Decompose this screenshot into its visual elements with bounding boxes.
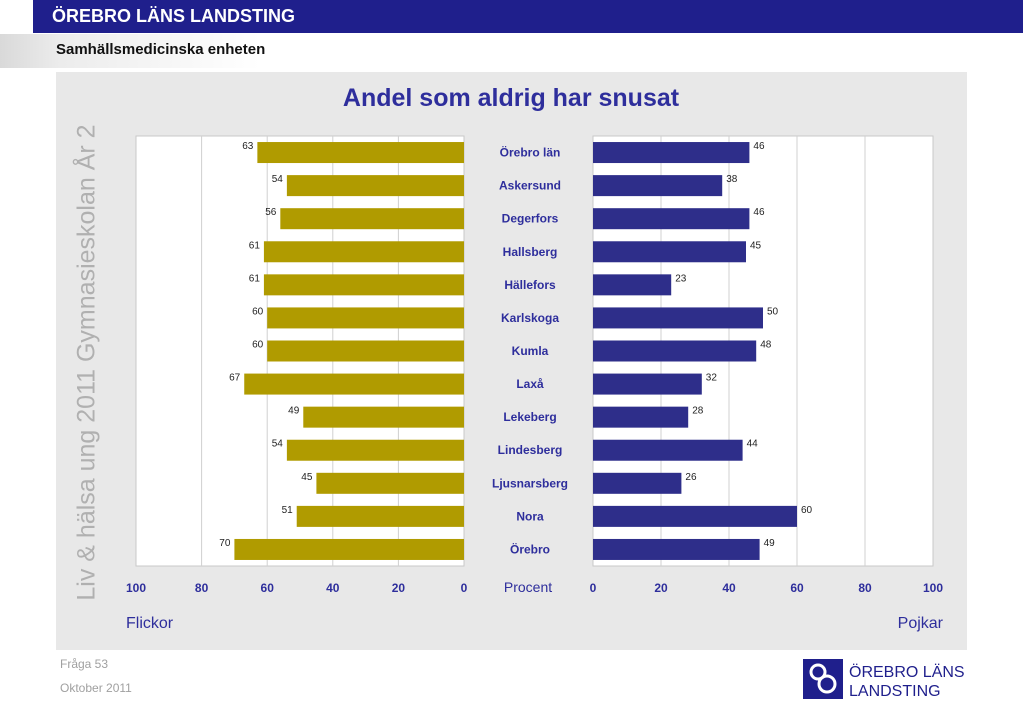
girls-bar: [267, 340, 464, 362]
girls-bar: [267, 307, 464, 329]
boys-bar: [593, 142, 750, 164]
girls-bar: [286, 439, 464, 461]
right-tick-label: 100: [923, 581, 943, 595]
girls-data-label: 60: [252, 306, 264, 317]
girls-bar: [244, 373, 464, 395]
girls-data-label: 56: [265, 207, 277, 218]
girls-data-label: 51: [282, 505, 294, 516]
girls-data-label: 45: [301, 472, 313, 483]
boys-bar: [593, 307, 763, 329]
boys-bar: [593, 274, 672, 296]
girls-bar: [303, 406, 464, 428]
left-tick-label: 80: [195, 581, 209, 595]
org-title: ÖREBRO LÄNS LANDSTING: [52, 6, 295, 26]
axis-label-procent: Procent: [504, 579, 552, 595]
logo-emblem-ring-2: [817, 674, 837, 694]
category-label: Lindesberg: [498, 443, 563, 457]
boys-data-label: 48: [760, 340, 772, 351]
girls-bar: [316, 472, 464, 494]
boys-bar: [593, 439, 743, 461]
boys-data-label: 46: [753, 141, 765, 152]
right-tick-label: 0: [590, 581, 597, 595]
boys-data-label: 32: [706, 373, 718, 384]
category-label: Lekeberg: [503, 410, 556, 424]
right-tick-label: 80: [858, 581, 872, 595]
girls-data-label: 54: [272, 439, 284, 450]
girls-data-label: 61: [249, 273, 261, 284]
category-label: Laxå: [516, 377, 544, 391]
right-tick-label: 60: [790, 581, 804, 595]
boys-data-label: 50: [767, 306, 779, 317]
girls-bar: [296, 505, 464, 527]
logo-line2: LANDSTING: [849, 683, 941, 700]
category-label: Hällefors: [504, 278, 556, 292]
boys-bar: [593, 241, 746, 263]
girls-bar: [263, 241, 464, 263]
logo-emblem-ring: [809, 663, 827, 681]
girls-data-label: 70: [219, 538, 231, 549]
right-tick-label: 40: [722, 581, 736, 595]
left-tick-label: 0: [461, 581, 468, 595]
boys-bar: [593, 538, 760, 560]
girls-data-label: 49: [288, 406, 300, 417]
legend-flickor: Flickor: [126, 615, 174, 632]
chart-title: Andel som aldrig har snusat: [343, 84, 680, 112]
boys-data-label: 28: [692, 406, 704, 417]
girls-data-label: 63: [242, 141, 254, 152]
sub-header-bar: [0, 34, 1023, 68]
category-label: Degerfors: [502, 212, 559, 226]
category-label: Örebro: [510, 541, 550, 556]
boys-bar: [593, 208, 750, 230]
girls-bar: [257, 142, 464, 164]
landsting-logo: ÖREBRO LÄNS LANDSTING: [803, 659, 965, 700]
boys-bar: [593, 373, 702, 395]
unit-name: Samhällsmedicinska enheten: [56, 41, 266, 58]
question-number: Fråga 53: [60, 657, 109, 671]
boys-data-label: 49: [764, 538, 776, 549]
category-label: Askersund: [499, 179, 561, 193]
category-label: Karlskoga: [501, 311, 559, 325]
category-label: Örebro län: [500, 145, 561, 160]
boys-data-label: 26: [685, 472, 697, 483]
left-tick-label: 20: [392, 581, 406, 595]
girls-data-label: 61: [249, 240, 261, 251]
boys-data-label: 44: [747, 439, 759, 450]
girls-bar: [280, 208, 464, 230]
logo-emblem: [803, 659, 843, 699]
header-bar: [0, 0, 1023, 33]
left-tick-label: 100: [126, 581, 146, 595]
boys-bar: [593, 175, 723, 197]
category-label: Nora: [516, 509, 544, 523]
girls-bar: [234, 538, 464, 560]
boys-data-label: 23: [675, 273, 687, 284]
girls-bar: [286, 175, 464, 197]
girls-bar: [263, 274, 464, 296]
boys-bar: [593, 340, 757, 362]
category-label: Hallsberg: [503, 245, 558, 259]
boys-bar: [593, 472, 682, 494]
left-tick-label: 40: [326, 581, 340, 595]
legend-pojkar: Pojkar: [898, 615, 944, 632]
girls-data-label: 54: [272, 174, 284, 185]
boys-data-label: 46: [753, 207, 765, 218]
girls-data-label: 60: [252, 340, 264, 351]
boys-data-label: 38: [726, 174, 738, 185]
right-tick-label: 20: [654, 581, 668, 595]
category-label: Kumla: [512, 344, 549, 358]
header-corner: [0, 0, 33, 33]
boys-data-label: 60: [801, 505, 813, 516]
girls-data-label: 67: [229, 373, 241, 384]
logo-line1: ÖREBRO LÄNS: [849, 663, 965, 681]
category-label: Ljusnarsberg: [492, 476, 568, 490]
left-tick-label: 60: [261, 581, 275, 595]
report-date: Oktober 2011: [60, 681, 132, 695]
boys-bar: [593, 505, 797, 527]
boys-data-label: 45: [750, 240, 762, 251]
boys-bar: [593, 406, 689, 428]
